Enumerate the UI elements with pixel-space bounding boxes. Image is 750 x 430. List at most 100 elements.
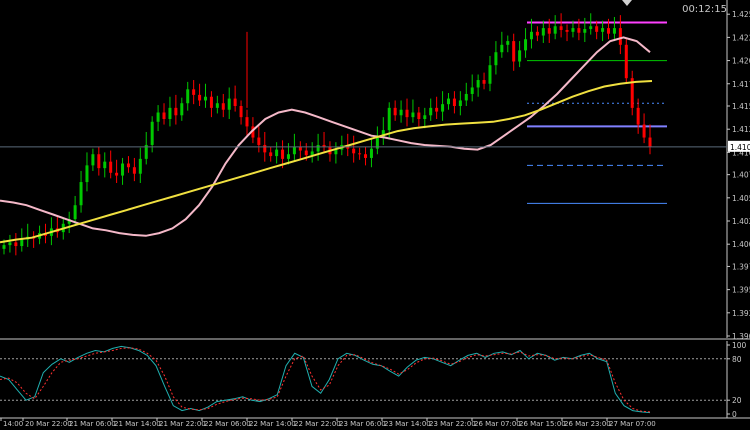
candle-body xyxy=(304,150,308,156)
candle-body xyxy=(500,44,504,53)
price-tick-label: 1.4053 xyxy=(732,194,750,203)
candle-body xyxy=(204,96,208,101)
candle-body xyxy=(369,148,373,158)
candle-body xyxy=(85,165,89,183)
candle-body xyxy=(553,26,557,34)
candle-body xyxy=(452,98,456,107)
time-tick-label: 21 Mar 22:00 xyxy=(159,420,206,428)
candle-body xyxy=(642,124,646,138)
time-tick-label: 23 Mar 22:00 xyxy=(429,420,476,428)
current-price-box xyxy=(728,140,750,152)
stoch-tick-label: 100 xyxy=(732,341,747,350)
candle-body xyxy=(20,239,24,247)
candle-body xyxy=(334,149,338,155)
ma-slow-line xyxy=(0,80,653,244)
candle-body xyxy=(121,163,125,176)
candle-body xyxy=(458,100,462,107)
candle-body xyxy=(535,31,539,36)
candle-body xyxy=(441,104,445,112)
candle-body xyxy=(227,98,231,110)
candle-body xyxy=(529,31,533,40)
candle-body xyxy=(79,182,83,206)
candle-body xyxy=(2,245,6,249)
price-tick-label: 1.4127 xyxy=(732,125,750,134)
candle-body xyxy=(464,93,468,101)
time-tick-label: 21 Mar 06:00 xyxy=(69,420,116,428)
price-pane[interactable] xyxy=(0,0,750,340)
stochastic-axis: 100 80 20 0 xyxy=(0,341,750,419)
candle-body xyxy=(298,146,302,151)
current-price-label: 1.4108 xyxy=(730,143,750,152)
candle-body xyxy=(14,242,18,247)
candle-body xyxy=(393,107,397,116)
candle-body xyxy=(192,89,196,95)
stoch-tick-label: 0 xyxy=(732,410,737,419)
ma-fast-line xyxy=(0,36,651,237)
candle-body xyxy=(209,96,213,108)
candle-body xyxy=(571,28,575,32)
candle-body xyxy=(263,144,267,153)
candle-body xyxy=(215,103,219,108)
price-tick-label: 1.3979 xyxy=(732,262,750,271)
candle-body xyxy=(103,161,107,169)
candle-body xyxy=(144,144,148,159)
stochastic-pane[interactable] xyxy=(0,341,728,418)
price-tick-label: 1.3929 xyxy=(732,309,750,318)
candle-body xyxy=(352,148,356,154)
time-tick-label: 22 Mar 06:00 xyxy=(204,420,251,428)
price-tick-label: 1.4226 xyxy=(732,33,750,42)
candle-body xyxy=(589,26,593,30)
price-tick-label: 1.4102 xyxy=(732,148,750,157)
candle-body xyxy=(269,152,273,157)
candle-body xyxy=(624,44,628,79)
candle-body xyxy=(156,112,160,122)
stoch-signal-line xyxy=(0,347,651,413)
candle-body xyxy=(470,87,474,94)
candle-body xyxy=(595,26,599,32)
candle-body xyxy=(381,130,385,138)
candle-body xyxy=(115,172,119,176)
candle-body xyxy=(565,29,569,32)
candle-body xyxy=(612,28,616,34)
candle-body xyxy=(358,153,362,155)
time-tick-label: 23 Mar 14:00 xyxy=(384,420,431,428)
candle-body xyxy=(198,94,202,101)
candlestick-series xyxy=(2,13,652,256)
price-tick-label: 1.4176 xyxy=(732,80,750,89)
time-tick-label: 21 Mar 14:00 xyxy=(114,420,161,428)
candle-body xyxy=(138,158,142,174)
candle-body xyxy=(482,80,486,84)
price-tick-label: 1.3954 xyxy=(732,286,750,295)
time-tick-label: 22 Mar 22:00 xyxy=(294,420,341,428)
bar-countdown: 00:12:15 xyxy=(682,4,727,15)
candle-body xyxy=(648,137,652,147)
price-tick-label: 1.4251 xyxy=(732,10,750,19)
time-tick-label: 22 Mar 14:00 xyxy=(249,420,296,428)
candle-body xyxy=(618,28,622,45)
candle-body xyxy=(506,41,510,45)
candle-body xyxy=(221,103,225,110)
candle-body xyxy=(446,98,450,105)
stoch-main-line xyxy=(0,345,651,414)
price-tick-label: 1.4152 xyxy=(732,102,750,111)
candle-body xyxy=(607,28,611,34)
candle-body xyxy=(488,65,492,84)
candle-body xyxy=(286,154,290,159)
candle-body xyxy=(97,154,101,169)
price-tick-label: 1.4028 xyxy=(732,217,750,226)
candle-body xyxy=(375,137,379,149)
chevron-down-icon xyxy=(622,0,632,6)
candle-body xyxy=(109,161,113,173)
moving-averages xyxy=(0,36,653,244)
candle-body xyxy=(364,154,368,158)
candle-body xyxy=(322,144,326,147)
candle-body xyxy=(435,107,439,112)
stoch-tick-label: 20 xyxy=(732,396,742,405)
candle-body xyxy=(251,126,255,138)
candle-body xyxy=(91,154,95,166)
stoch-tick-label: 80 xyxy=(732,355,742,364)
price-tick-label: 1.4003 xyxy=(732,240,750,249)
candle-body xyxy=(239,106,243,118)
